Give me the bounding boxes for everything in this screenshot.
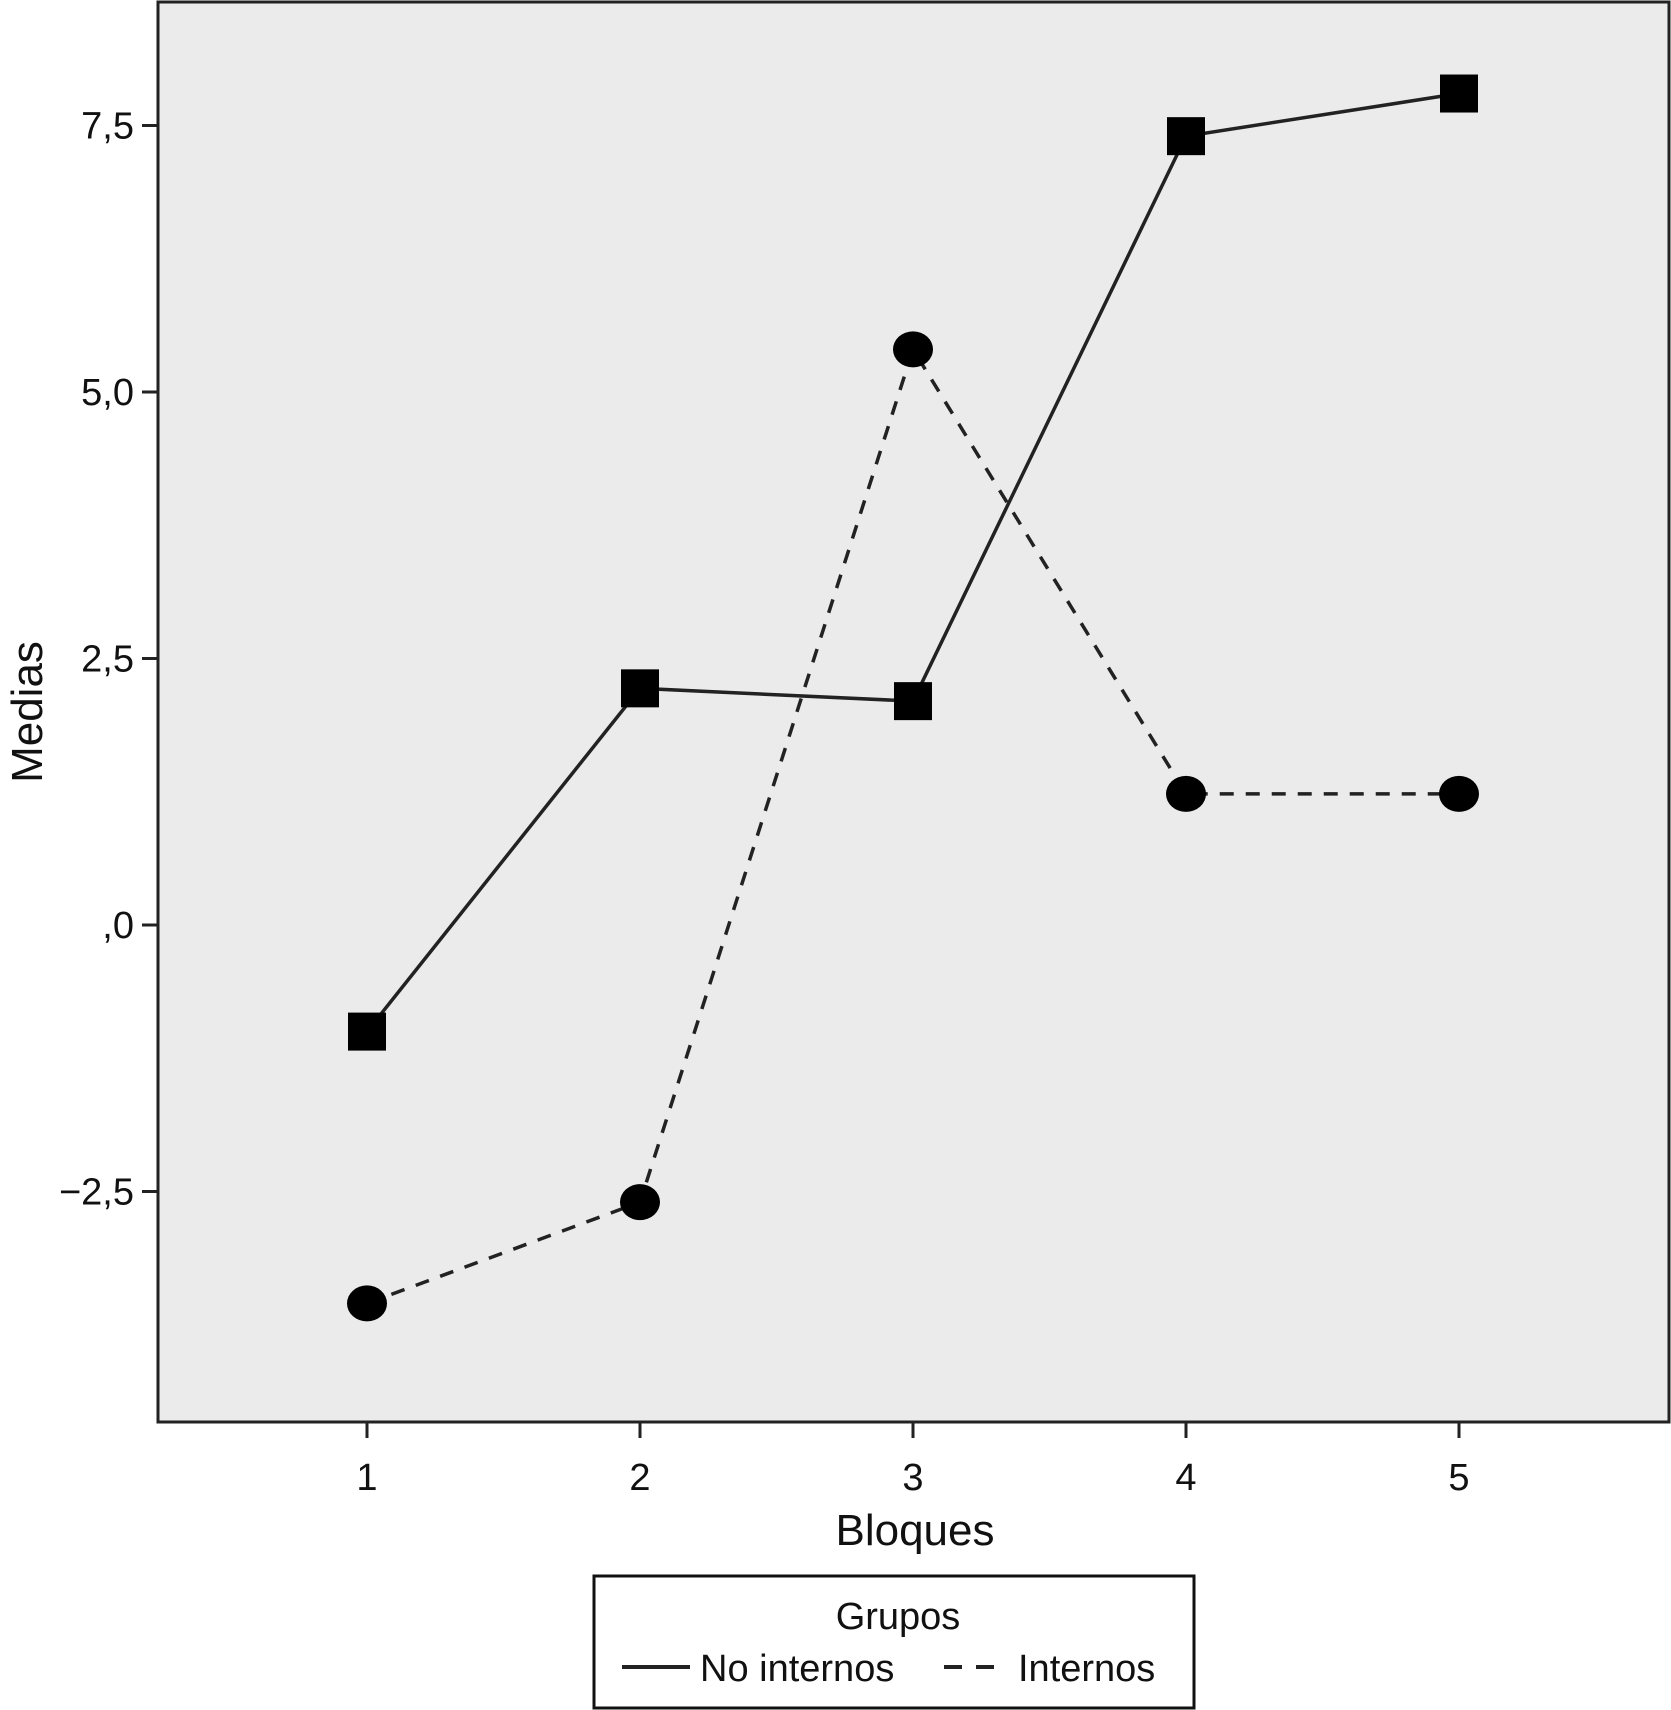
y-axis: −2,5 ,0 2,5 5,0 7,5 [59, 106, 158, 1214]
series-layer [347, 74, 1479, 1322]
x-axis-title: Bloques [835, 1506, 994, 1555]
legend: Grupos No internos Internos [592, 1574, 1196, 1710]
x-tick-label-2: 3 [902, 1457, 923, 1499]
point-no-internos-1 [348, 1012, 386, 1051]
point-internos-2 [620, 1184, 660, 1221]
point-internos-5 [1439, 775, 1479, 812]
x-tick-label-3: 4 [1175, 1457, 1196, 1499]
point-no-internos-3 [894, 682, 932, 721]
x-tick-label-4: 5 [1448, 1457, 1469, 1499]
y-tick-label-0: −2,5 [59, 1172, 134, 1214]
point-internos-4 [1166, 775, 1206, 812]
x-tick-label-1: 2 [629, 1457, 650, 1499]
x-axis: 1 2 3 4 5 [356, 1422, 1470, 1499]
y-tick-label-1: ,0 [102, 905, 134, 947]
legend-label-internos: Internos [1018, 1648, 1155, 1690]
legend-label-no-internos: No internos [700, 1648, 894, 1690]
point-no-internos-2 [621, 669, 659, 708]
x-tick-label-0: 1 [356, 1457, 377, 1499]
point-internos-1 [347, 1285, 387, 1322]
legend-box [592, 1574, 1196, 1710]
point-internos-3 [893, 331, 933, 368]
series-line-internos [366, 345, 1459, 1306]
y-tick-label-3: 5,0 [81, 372, 134, 414]
y-tick-label-2: 2,5 [81, 639, 134, 681]
legend-title: Grupos [836, 1596, 961, 1638]
point-no-internos-4 [1167, 117, 1205, 156]
y-axis-title: Medias [3, 641, 52, 783]
point-no-internos-5 [1440, 74, 1478, 113]
y-tick-label-4: 7,5 [81, 106, 134, 148]
